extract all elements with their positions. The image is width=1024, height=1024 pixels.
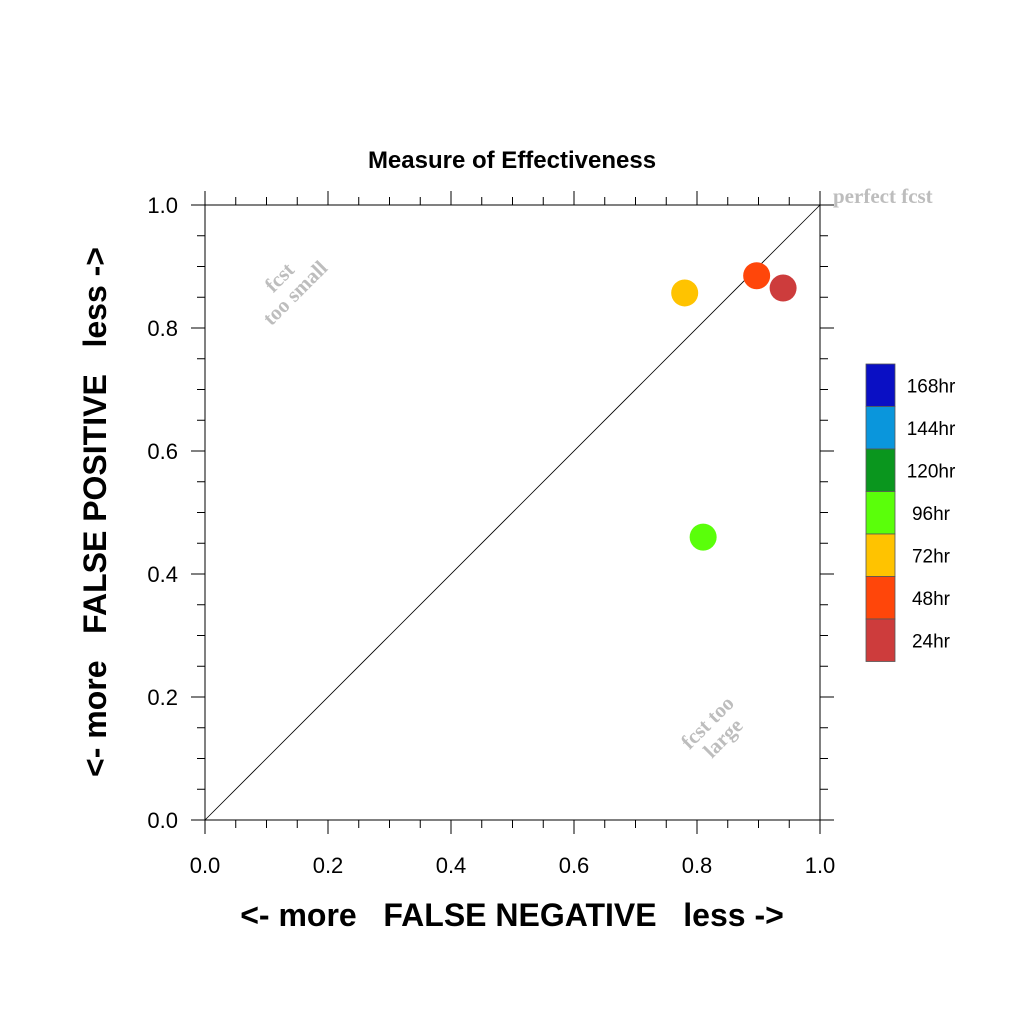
legend-swatch-144hr <box>865 406 896 450</box>
legend-label-48hr: 48hr <box>912 589 951 610</box>
y-axis-label: <- more FALSE POSITIVE less -> <box>77 247 113 777</box>
chart-title: Measure of Effectiveness <box>368 147 656 174</box>
legend-swatch-168hr <box>865 363 896 407</box>
y-tick-label: 0.4 <box>147 562 178 587</box>
y-tick-label: 0.8 <box>147 316 178 341</box>
x-tick-label: 0.2 <box>313 853 344 878</box>
legend-label-144hr: 144hr <box>907 419 956 440</box>
y-tick-label: 0.6 <box>147 439 178 464</box>
x-tick-label: 0.6 <box>559 853 590 878</box>
legend-swatch-96hr <box>865 491 896 535</box>
x-tick-label: 1.0 <box>805 853 836 878</box>
plot-frame <box>204 204 821 821</box>
legend-swatch-48hr <box>865 576 896 620</box>
perfect-forecast-annotation: perfect fcst <box>833 184 933 208</box>
x-tick-label: 0.4 <box>436 853 467 878</box>
legend: 168hr 144hr 120hr 96hr 72hr 48hr 24hr <box>865 363 956 662</box>
y-tick-label: 0.0 <box>147 808 178 833</box>
legend-label-120hr: 120hr <box>907 461 956 482</box>
legend-label-96hr: 96hr <box>912 504 951 525</box>
point-72hr <box>671 279 699 307</box>
point-24hr <box>769 274 797 302</box>
legend-label-24hr: 24hr <box>912 631 951 652</box>
x-tick-labels: 0.0 0.2 0.4 0.6 0.8 1.0 <box>190 853 836 878</box>
x-tick-label: 0.8 <box>682 853 713 878</box>
y-tick-labels: 0.0 0.2 0.4 0.6 0.8 1.0 <box>147 193 178 833</box>
x-tick-label: 0.0 <box>190 853 221 878</box>
tick-marks <box>191 191 834 834</box>
legend-swatch-24hr <box>865 618 896 662</box>
legend-label-168hr: 168hr <box>907 376 956 397</box>
y-tick-label: 0.2 <box>147 685 178 710</box>
legend-label-72hr: 72hr <box>912 546 951 567</box>
too-small-annotation-line2: too small <box>258 256 332 330</box>
point-48hr <box>743 262 771 290</box>
data-points <box>671 262 797 551</box>
legend-swatch-72hr <box>865 533 896 577</box>
point-96hr <box>689 523 717 551</box>
perfect-forecast-diagonal <box>204 204 821 821</box>
legend-swatch-120hr <box>865 448 896 492</box>
y-tick-label: 1.0 <box>147 193 178 218</box>
x-axis-label: <- more FALSE NEGATIVE less -> <box>240 897 784 933</box>
